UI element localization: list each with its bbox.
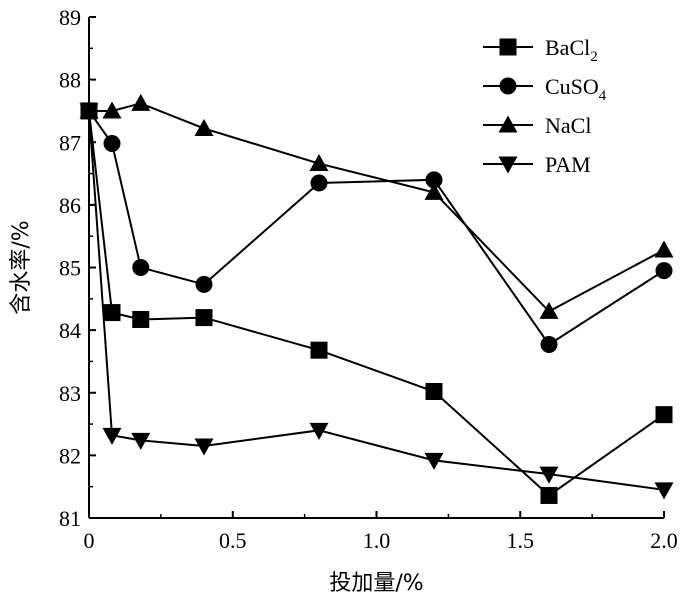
y-tick-label: 83 bbox=[59, 381, 81, 406]
legend-marker bbox=[500, 78, 517, 95]
line-chart: 0 0.5 1.0 1.5 2.0 81 82 83 84 85 86 87 88 89 BaCl2 CuS… bbox=[0, 0, 700, 601]
legend-label: CuSO4 bbox=[545, 74, 607, 104]
legend-entry: CuSO4 bbox=[483, 74, 607, 104]
data-point bbox=[541, 487, 558, 504]
data-point bbox=[131, 94, 150, 111]
data-point bbox=[311, 342, 328, 359]
y-tick-label: 89 bbox=[59, 5, 81, 30]
legend-entry: NaCl bbox=[483, 113, 591, 138]
y-tick-label: 82 bbox=[59, 443, 81, 468]
x-tick-label: 1.0 bbox=[363, 528, 391, 553]
series-line bbox=[89, 111, 664, 345]
y-tick-label: 88 bbox=[59, 68, 81, 93]
legend-entry: PAM bbox=[483, 152, 591, 177]
data-point bbox=[132, 259, 149, 276]
data-point bbox=[196, 309, 213, 326]
data-point bbox=[104, 304, 121, 321]
data-point bbox=[541, 336, 558, 353]
y-tick-label: 86 bbox=[59, 193, 81, 218]
legend-entry: BaCl2 bbox=[483, 35, 598, 65]
data-point bbox=[656, 262, 673, 279]
x-tick-label: 0.5 bbox=[219, 528, 247, 553]
legend: BaCl2 CuSO4 NaCl PAM bbox=[483, 35, 607, 177]
y-tick-label: 87 bbox=[59, 130, 81, 155]
data-point bbox=[132, 311, 149, 328]
legend-marker bbox=[500, 39, 517, 56]
data-point bbox=[655, 240, 674, 257]
x-tick-label: 1.5 bbox=[507, 528, 535, 553]
x-tick-label: 0 bbox=[84, 528, 95, 553]
y-axis-title: 含水率/% bbox=[9, 220, 34, 314]
x-tick-label: 2.0 bbox=[650, 528, 678, 553]
data-point bbox=[196, 276, 213, 293]
legend-label-subscript: 2 bbox=[590, 49, 598, 65]
data-point bbox=[426, 383, 443, 400]
legend-label: PAM bbox=[545, 152, 591, 177]
data-point bbox=[195, 438, 214, 455]
data-point bbox=[104, 135, 121, 152]
data-point bbox=[195, 119, 214, 136]
series-cuso bbox=[81, 102, 673, 353]
legend-label: NaCl bbox=[545, 113, 591, 138]
y-tick-label: 84 bbox=[59, 318, 81, 343]
data-point bbox=[656, 406, 673, 423]
y-tick-label: 81 bbox=[59, 506, 81, 531]
legend-label: BaCl2 bbox=[545, 35, 598, 65]
y-tick-label: 85 bbox=[59, 256, 81, 281]
data-point bbox=[655, 482, 674, 499]
data-point bbox=[311, 174, 328, 191]
x-axis-title: 投加量/% bbox=[329, 571, 423, 596]
legend-label-subscript: 4 bbox=[599, 88, 607, 104]
